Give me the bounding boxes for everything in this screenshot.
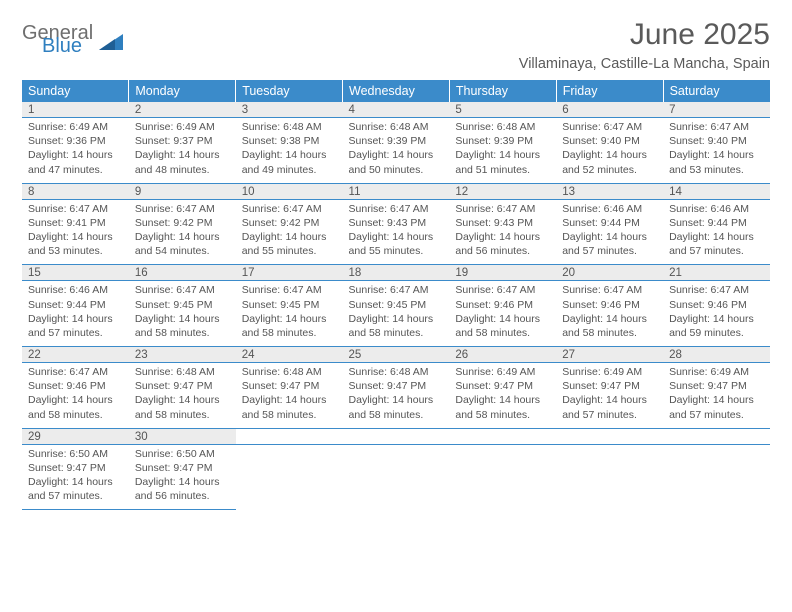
day-details: Sunrise: 6:47 AMSunset: 9:45 PMDaylight:… bbox=[129, 281, 236, 347]
weekday-header: Monday bbox=[129, 80, 236, 102]
day-number: 26 bbox=[449, 347, 556, 363]
day-details: Sunrise: 6:47 AMSunset: 9:45 PMDaylight:… bbox=[236, 281, 343, 347]
location-subtitle: Villaminaya, Castille-La Mancha, Spain bbox=[519, 56, 770, 72]
calendar-page: General Blue June 2025 Villaminaya, Cast… bbox=[0, 0, 792, 520]
day-details: Sunrise: 6:47 AMSunset: 9:43 PMDaylight:… bbox=[449, 199, 556, 265]
calendar-table: SundayMondayTuesdayWednesdayThursdayFrid… bbox=[22, 80, 770, 510]
empty-cell bbox=[556, 444, 663, 510]
day-details: Sunrise: 6:49 AMSunset: 9:47 PMDaylight:… bbox=[663, 363, 770, 429]
day-number: 21 bbox=[663, 265, 770, 281]
day-details: Sunrise: 6:47 AMSunset: 9:46 PMDaylight:… bbox=[556, 281, 663, 347]
day-details: Sunrise: 6:47 AMSunset: 9:40 PMDaylight:… bbox=[663, 118, 770, 184]
day-details: Sunrise: 6:47 AMSunset: 9:40 PMDaylight:… bbox=[556, 118, 663, 184]
day-detail-row: Sunrise: 6:47 AMSunset: 9:46 PMDaylight:… bbox=[22, 363, 770, 429]
day-details: Sunrise: 6:46 AMSunset: 9:44 PMDaylight:… bbox=[22, 281, 129, 347]
empty-cell bbox=[236, 444, 343, 510]
day-details: Sunrise: 6:47 AMSunset: 9:42 PMDaylight:… bbox=[129, 199, 236, 265]
day-number-row: 22232425262728 bbox=[22, 347, 770, 363]
day-details: Sunrise: 6:49 AMSunset: 9:37 PMDaylight:… bbox=[129, 118, 236, 184]
day-number-row: 891011121314 bbox=[22, 183, 770, 199]
day-number: 9 bbox=[129, 183, 236, 199]
empty-cell bbox=[236, 428, 343, 444]
day-number: 25 bbox=[343, 347, 450, 363]
day-number: 22 bbox=[22, 347, 129, 363]
day-number: 24 bbox=[236, 347, 343, 363]
day-details: Sunrise: 6:49 AMSunset: 9:47 PMDaylight:… bbox=[449, 363, 556, 429]
day-number: 18 bbox=[343, 265, 450, 281]
day-number: 2 bbox=[129, 102, 236, 118]
day-details: Sunrise: 6:48 AMSunset: 9:39 PMDaylight:… bbox=[343, 118, 450, 184]
day-number: 13 bbox=[556, 183, 663, 199]
day-number: 23 bbox=[129, 347, 236, 363]
day-details: Sunrise: 6:48 AMSunset: 9:47 PMDaylight:… bbox=[236, 363, 343, 429]
day-number: 5 bbox=[449, 102, 556, 118]
day-details: Sunrise: 6:48 AMSunset: 9:39 PMDaylight:… bbox=[449, 118, 556, 184]
month-title: June 2025 bbox=[519, 18, 770, 52]
day-detail-row: Sunrise: 6:50 AMSunset: 9:47 PMDaylight:… bbox=[22, 444, 770, 510]
day-number: 10 bbox=[236, 183, 343, 199]
day-number: 17 bbox=[236, 265, 343, 281]
day-number: 28 bbox=[663, 347, 770, 363]
day-details: Sunrise: 6:50 AMSunset: 9:47 PMDaylight:… bbox=[129, 444, 236, 510]
day-detail-row: Sunrise: 6:49 AMSunset: 9:36 PMDaylight:… bbox=[22, 118, 770, 184]
title-block: June 2025 Villaminaya, Castille-La Manch… bbox=[519, 18, 770, 72]
day-number: 30 bbox=[129, 428, 236, 444]
day-number-row: 15161718192021 bbox=[22, 265, 770, 281]
day-number-row: 1234567 bbox=[22, 102, 770, 118]
weekday-header: Friday bbox=[556, 80, 663, 102]
empty-cell bbox=[449, 428, 556, 444]
empty-cell bbox=[556, 428, 663, 444]
day-details: Sunrise: 6:46 AMSunset: 9:44 PMDaylight:… bbox=[556, 199, 663, 265]
weekday-header: Thursday bbox=[449, 80, 556, 102]
day-details: Sunrise: 6:47 AMSunset: 9:46 PMDaylight:… bbox=[449, 281, 556, 347]
day-number: 20 bbox=[556, 265, 663, 281]
day-details: Sunrise: 6:48 AMSunset: 9:47 PMDaylight:… bbox=[129, 363, 236, 429]
day-details: Sunrise: 6:46 AMSunset: 9:44 PMDaylight:… bbox=[663, 199, 770, 265]
day-detail-row: Sunrise: 6:47 AMSunset: 9:41 PMDaylight:… bbox=[22, 199, 770, 265]
day-details: Sunrise: 6:49 AMSunset: 9:47 PMDaylight:… bbox=[556, 363, 663, 429]
header: General Blue June 2025 Villaminaya, Cast… bbox=[22, 18, 770, 72]
empty-cell bbox=[343, 444, 450, 510]
day-details: Sunrise: 6:48 AMSunset: 9:47 PMDaylight:… bbox=[343, 363, 450, 429]
logo-text-blue: Blue bbox=[42, 37, 93, 56]
day-number: 7 bbox=[663, 102, 770, 118]
day-details: Sunrise: 6:47 AMSunset: 9:46 PMDaylight:… bbox=[22, 363, 129, 429]
day-number: 12 bbox=[449, 183, 556, 199]
empty-cell bbox=[663, 444, 770, 510]
day-number: 1 bbox=[22, 102, 129, 118]
day-details: Sunrise: 6:47 AMSunset: 9:45 PMDaylight:… bbox=[343, 281, 450, 347]
empty-cell bbox=[663, 428, 770, 444]
day-details: Sunrise: 6:50 AMSunset: 9:47 PMDaylight:… bbox=[22, 444, 129, 510]
day-number: 27 bbox=[556, 347, 663, 363]
day-details: Sunrise: 6:47 AMSunset: 9:43 PMDaylight:… bbox=[343, 199, 450, 265]
day-number: 16 bbox=[129, 265, 236, 281]
day-number: 4 bbox=[343, 102, 450, 118]
day-number: 6 bbox=[556, 102, 663, 118]
logo: General Blue bbox=[22, 24, 125, 56]
day-detail-row: Sunrise: 6:46 AMSunset: 9:44 PMDaylight:… bbox=[22, 281, 770, 347]
day-details: Sunrise: 6:48 AMSunset: 9:38 PMDaylight:… bbox=[236, 118, 343, 184]
calendar-header-row: SundayMondayTuesdayWednesdayThursdayFrid… bbox=[22, 80, 770, 102]
day-number-row: 2930 bbox=[22, 428, 770, 444]
day-details: Sunrise: 6:47 AMSunset: 9:41 PMDaylight:… bbox=[22, 199, 129, 265]
weekday-header: Wednesday bbox=[343, 80, 450, 102]
day-number: 15 bbox=[22, 265, 129, 281]
day-number: 11 bbox=[343, 183, 450, 199]
empty-cell bbox=[449, 444, 556, 510]
day-number: 19 bbox=[449, 265, 556, 281]
calendar-body: 1234567Sunrise: 6:49 AMSunset: 9:36 PMDa… bbox=[22, 102, 770, 510]
weekday-header: Sunday bbox=[22, 80, 129, 102]
day-details: Sunrise: 6:47 AMSunset: 9:46 PMDaylight:… bbox=[663, 281, 770, 347]
day-number: 3 bbox=[236, 102, 343, 118]
empty-cell bbox=[343, 428, 450, 444]
logo-triangle-icon bbox=[99, 32, 125, 52]
day-number: 14 bbox=[663, 183, 770, 199]
weekday-header: Tuesday bbox=[236, 80, 343, 102]
day-details: Sunrise: 6:47 AMSunset: 9:42 PMDaylight:… bbox=[236, 199, 343, 265]
day-number: 29 bbox=[22, 428, 129, 444]
day-number: 8 bbox=[22, 183, 129, 199]
weekday-header: Saturday bbox=[663, 80, 770, 102]
day-details: Sunrise: 6:49 AMSunset: 9:36 PMDaylight:… bbox=[22, 118, 129, 184]
